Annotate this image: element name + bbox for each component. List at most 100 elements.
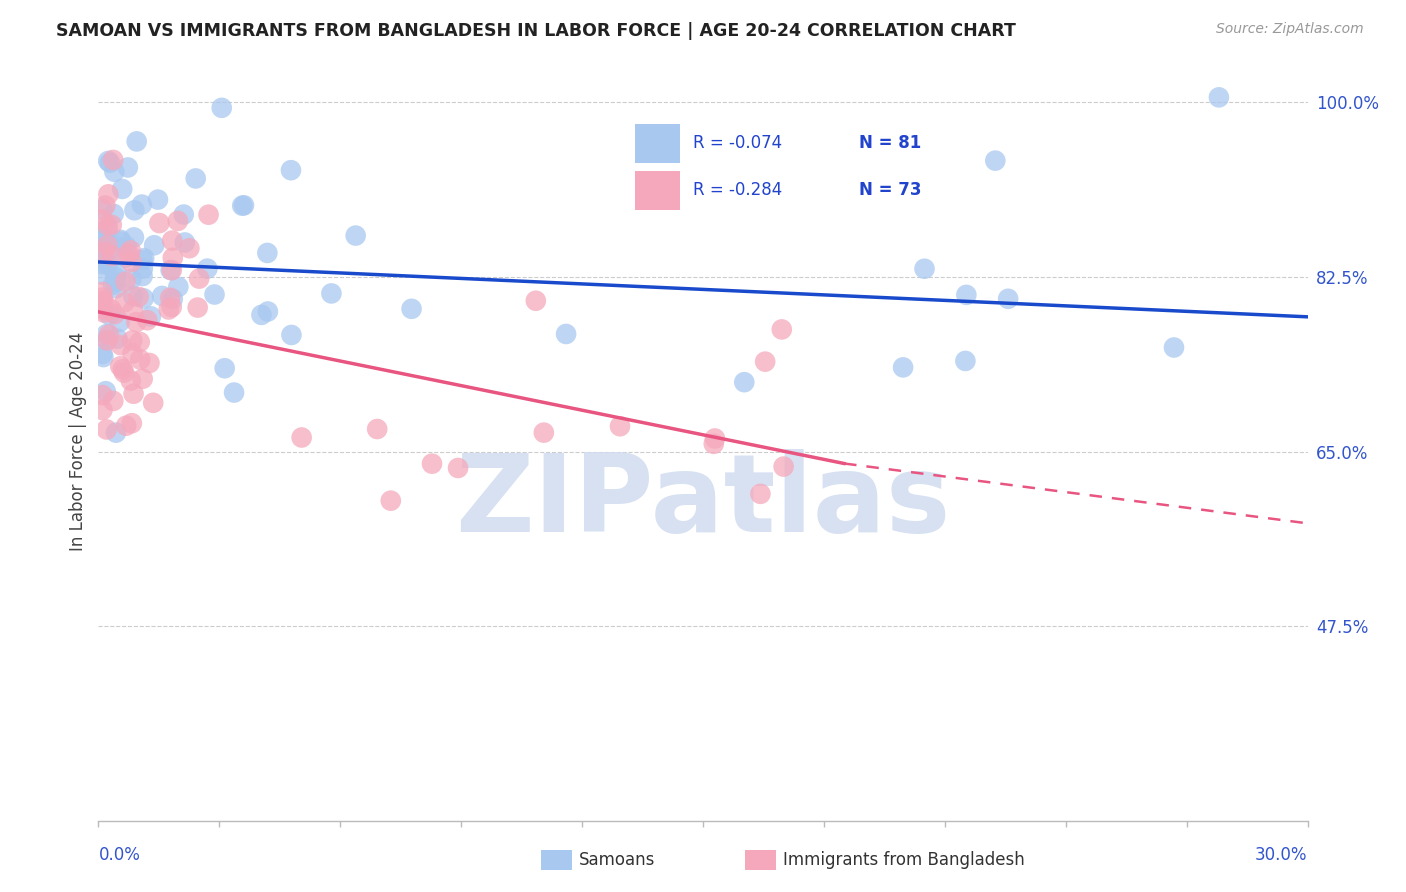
Point	[955, 354, 977, 368]
Point	[117, 161, 139, 175]
Point	[93, 244, 115, 259]
Point	[233, 198, 256, 212]
Point	[91, 202, 114, 217]
Point	[321, 286, 343, 301]
Point	[91, 302, 114, 317]
Point	[380, 493, 402, 508]
Point	[984, 153, 1007, 168]
Point	[114, 275, 136, 289]
Point	[91, 291, 114, 305]
Point	[136, 313, 159, 327]
Point	[94, 384, 117, 399]
Point	[344, 228, 367, 243]
Point	[211, 101, 233, 115]
Point	[114, 251, 136, 265]
Point	[93, 255, 115, 269]
Point	[103, 393, 125, 408]
Point	[91, 212, 114, 227]
Text: SAMOAN VS IMMIGRANTS FROM BANGLADESH IN LABOR FORCE | AGE 20-24 CORRELATION CHAR: SAMOAN VS IMMIGRANTS FROM BANGLADESH IN …	[56, 22, 1017, 40]
Y-axis label: In Labor Force | Age 20-24: In Labor Force | Age 20-24	[69, 332, 87, 551]
Point	[91, 234, 114, 248]
Point	[955, 288, 977, 302]
Point	[96, 334, 118, 348]
Point	[162, 251, 184, 265]
Point	[914, 261, 936, 276]
Point	[97, 244, 120, 258]
Point	[188, 271, 211, 285]
Point	[115, 239, 138, 253]
Point	[1208, 90, 1230, 104]
Point	[91, 232, 114, 246]
Point	[533, 425, 555, 440]
Point	[91, 294, 114, 309]
Point	[121, 334, 143, 348]
Point	[142, 396, 165, 410]
Point	[160, 234, 183, 248]
Point	[112, 366, 135, 380]
Point	[139, 310, 162, 324]
Point	[103, 307, 125, 321]
Point	[204, 287, 226, 301]
Point	[108, 315, 131, 329]
Point	[91, 347, 114, 361]
Point	[131, 268, 153, 283]
Point	[103, 165, 125, 179]
Point	[124, 203, 146, 218]
Point	[110, 359, 132, 374]
Point	[122, 303, 145, 318]
Point	[103, 153, 125, 167]
Point	[195, 261, 218, 276]
Point	[101, 277, 124, 292]
Point	[96, 219, 118, 233]
Point	[173, 235, 195, 250]
Point	[107, 332, 129, 346]
Point	[770, 322, 793, 336]
Point	[891, 360, 914, 375]
Point	[162, 292, 184, 306]
Text: Source: ZipAtlas.com: Source: ZipAtlas.com	[1216, 22, 1364, 37]
Point	[93, 350, 115, 364]
Point	[1163, 341, 1185, 355]
Point	[256, 246, 278, 260]
Point	[138, 356, 160, 370]
Point	[231, 199, 253, 213]
Point	[129, 352, 152, 367]
Point	[91, 257, 114, 271]
Text: Samoans: Samoans	[579, 851, 655, 869]
Point	[159, 263, 181, 277]
Point	[125, 315, 148, 329]
Point	[122, 289, 145, 303]
Point	[122, 230, 145, 244]
Point	[159, 291, 181, 305]
Point	[122, 386, 145, 401]
Point	[104, 425, 127, 440]
Point	[187, 301, 209, 315]
Point	[131, 197, 153, 211]
Point	[609, 419, 631, 434]
Point	[447, 461, 470, 475]
Point	[93, 305, 115, 319]
Point	[96, 238, 118, 252]
Point	[120, 374, 142, 388]
Point	[121, 346, 143, 360]
Point	[105, 266, 128, 280]
Point	[104, 275, 127, 289]
Point	[96, 333, 118, 347]
Point	[524, 293, 547, 308]
Point	[93, 295, 115, 310]
Point	[366, 422, 388, 436]
Point	[96, 422, 118, 436]
Point	[214, 361, 236, 376]
Point	[132, 261, 155, 276]
Point	[250, 308, 273, 322]
Point	[160, 300, 183, 314]
Point	[146, 193, 169, 207]
Point	[121, 271, 143, 285]
Text: ZIPatlas: ZIPatlas	[456, 450, 950, 555]
Point	[111, 182, 134, 196]
Point	[132, 291, 155, 305]
Point	[111, 362, 134, 376]
Text: 30.0%: 30.0%	[1256, 846, 1308, 863]
Point	[401, 301, 423, 316]
Point	[148, 216, 170, 230]
